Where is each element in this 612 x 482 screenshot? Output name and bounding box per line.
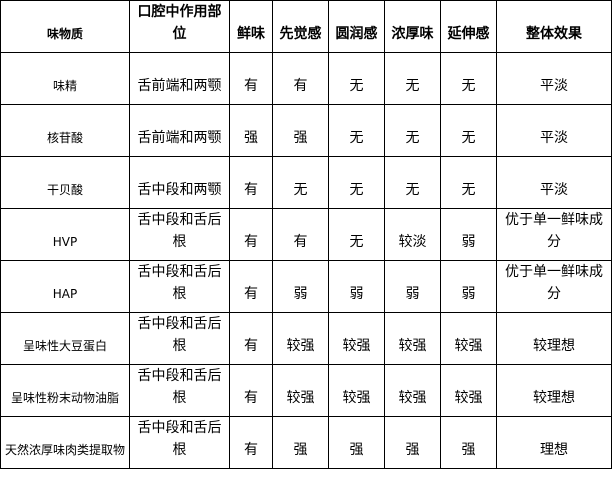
cell-mellowness: 弱 [328,260,385,313]
header-overall-effect: 整体效果 [496,0,612,53]
cell-overall-effect: 平淡 [496,156,612,209]
cell-umami: 有 [229,416,273,469]
cell-overall-effect: 理想 [496,416,612,469]
cell-oral-site: 舌前端和两颚 [129,104,230,157]
cell-umami: 有 [229,52,273,105]
cell-umami: 有 [229,364,273,417]
cell-mellowness: 较强 [328,364,385,417]
cell-first-sense: 有 [272,208,329,261]
cell-thickness: 较强 [384,364,441,417]
table-row: HAP 舌中段和舌后根有弱弱弱弱优于单一鲜味成分 [0,260,612,313]
cell-mellowness: 无 [328,104,385,157]
cell-oral-site: 舌中段和两颚 [129,156,230,209]
cell-first-sense: 强 [272,416,329,469]
header-thickness: 浓厚味 [384,0,441,53]
cell-thickness: 无 [384,104,441,157]
cell-substance: 核苷酸 [0,104,130,157]
cell-first-sense: 无 [272,156,329,209]
cell-oral-site: 舌中段和舌后根 [129,260,230,313]
cell-oral-site: 舌中段和舌后根 [129,312,230,365]
cell-substance: 呈味性粉末动物油脂 [0,364,130,417]
cell-oral-site: 舌中段和舌后根 [129,208,230,261]
cell-overall-effect: 较理想 [496,312,612,365]
cell-umami: 有 [229,260,273,313]
cell-substance: 呈味性大豆蛋白 [0,312,130,365]
table-row: 味精 舌前端和两颚有有无无无平淡 [0,52,612,105]
header-substance: 味物质 [0,0,130,53]
cell-thickness: 强 [384,416,441,469]
header-umami: 鲜味 [229,0,273,53]
cell-umami: 强 [229,104,273,157]
cell-thickness: 无 [384,156,441,209]
cell-thickness: 较淡 [384,208,441,261]
cell-overall-effect: 平淡 [496,104,612,157]
table-row: HVP 舌中段和舌后根有有无较淡弱优于单一鲜味成分 [0,208,612,261]
cell-substance: 味精 [0,52,130,105]
cell-umami: 有 [229,208,273,261]
cell-substance: 天然浓厚味肉类提取物 [0,416,130,469]
cell-first-sense: 较强 [272,312,329,365]
cell-persistence: 无 [440,52,497,105]
header-mellowness: 圆润感 [328,0,385,53]
cell-first-sense: 有 [272,52,329,105]
cell-first-sense: 弱 [272,260,329,313]
taste-substance-table: 味物质 口腔中作用部位 鲜味 先觉感 圆润感 浓厚味 延伸感 整体效果 味精 舌前端和两颚有有无… [0,0,612,469]
header-row: 味物质 口腔中作用部位 鲜味 先觉感 圆润感 浓厚味 延伸感 整体效果 [0,0,612,53]
table-row: 呈味性大豆蛋白 舌中段和舌后根有较强 较强 较强 较强 较理想 [0,312,612,365]
cell-first-sense: 较强 [272,364,329,417]
table-row: 核苷酸 舌前端和两颚强强无无无平淡 [0,104,612,157]
cell-persistence: 无 [440,104,497,157]
cell-persistence: 较强 [440,312,497,365]
cell-persistence: 强 [440,416,497,469]
cell-substance: HVP [0,208,130,261]
table-row: 干贝酸 舌中段和两颚有无无无无平淡 [0,156,612,209]
cell-substance: HAP [0,260,130,313]
cell-oral-site: 舌前端和两颚 [129,52,230,105]
table-row: 呈味性粉末动物油脂 舌中段和舌后根有较强 较强 较强 较强 较理想 [0,364,612,417]
cell-umami: 有 [229,156,273,209]
cell-persistence: 弱 [440,260,497,313]
header-persistence: 延伸感 [440,0,497,53]
cell-mellowness: 无 [328,156,385,209]
cell-persistence: 无 [440,156,497,209]
cell-first-sense: 强 [272,104,329,157]
cell-overall-effect: 平淡 [496,52,612,105]
table-row: 天然浓厚味肉类提取物 舌中段和舌后根有强强强强理想 [0,416,612,469]
cell-oral-site: 舌中段和舌后根 [129,416,230,469]
cell-overall-effect: 优于单一鲜味成分 [496,260,612,313]
cell-mellowness: 较强 [328,312,385,365]
header-oral-site: 口腔中作用部位 [129,0,230,53]
cell-thickness: 无 [384,52,441,105]
cell-overall-effect: 优于单一鲜味成分 [496,208,612,261]
cell-persistence: 弱 [440,208,497,261]
header-first-sense: 先觉感 [272,0,329,53]
cell-oral-site: 舌中段和舌后根 [129,364,230,417]
cell-mellowness: 强 [328,416,385,469]
cell-mellowness: 无 [328,52,385,105]
cell-substance: 干贝酸 [0,156,130,209]
cell-persistence: 较强 [440,364,497,417]
cell-mellowness: 无 [328,208,385,261]
cell-thickness: 较强 [384,312,441,365]
cell-thickness: 弱 [384,260,441,313]
cell-overall-effect: 较理想 [496,364,612,417]
cell-umami: 有 [229,312,273,365]
